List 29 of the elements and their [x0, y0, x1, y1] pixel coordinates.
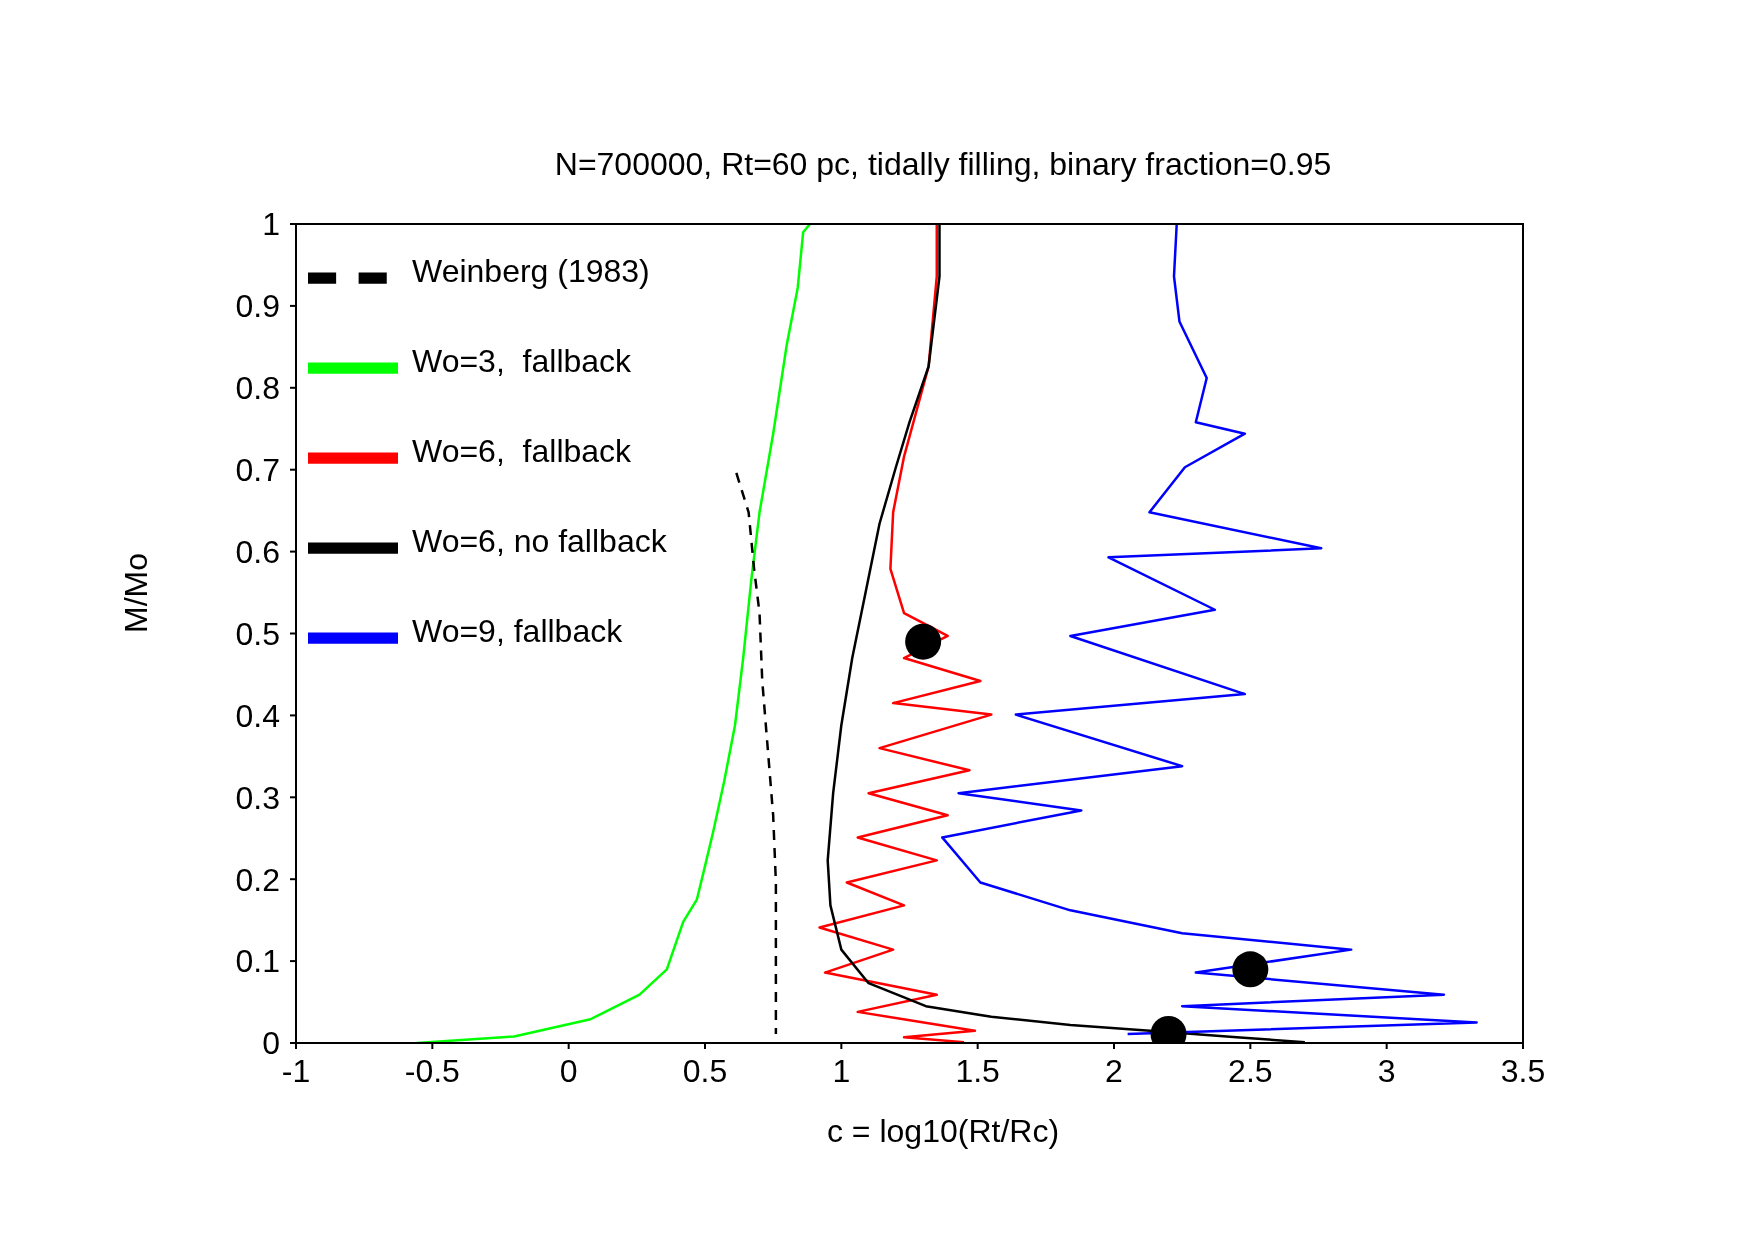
- legend-label: Weinberg (1983): [412, 253, 650, 290]
- x-tick-label: 2.5: [1228, 1052, 1273, 1089]
- y-axis-title: M/Mo: [118, 553, 155, 633]
- x-axis-title: c = log10(Rt/Rc): [825, 1113, 1061, 1150]
- legend-label: Wo=6, no fallback: [412, 523, 667, 560]
- y-tick-label: 0.8: [235, 370, 280, 407]
- y-tick-label: 1: [262, 206, 280, 243]
- y-tick-label: 0.5: [235, 615, 280, 652]
- y-tick-label: 0.3: [235, 779, 280, 816]
- y-tick-label: 0.1: [235, 943, 280, 980]
- y-tick-label: 0.4: [235, 697, 280, 734]
- x-tick-label: 0: [559, 1052, 578, 1089]
- legend-label: Wo=9, fallback: [412, 613, 623, 650]
- y-tick-label: 0.7: [235, 452, 280, 489]
- x-tick-label: 3.5: [1500, 1052, 1546, 1089]
- x-tick-label: -0.5: [404, 1052, 460, 1089]
- y-tick-label: 0.6: [235, 533, 280, 570]
- legend-label: Wo=6, fallback: [412, 433, 632, 470]
- x-tick-label: 0.5: [682, 1052, 728, 1089]
- y-tick-label: 0.9: [235, 288, 280, 325]
- x-tick-label: 1: [832, 1052, 851, 1089]
- x-tick-label: 2: [1105, 1052, 1123, 1089]
- y-tick-label: 0: [262, 1025, 280, 1062]
- x-tick-label: -1: [281, 1052, 311, 1089]
- x-tick-label: 3: [1377, 1052, 1396, 1089]
- y-tick-label: 0.2: [235, 861, 280, 898]
- legend-label: Wo=3, fallback: [412, 343, 632, 380]
- chart-title: N=700000, Rt=60 pc, tidally filling, binary fraction=0.95: [553, 146, 1333, 183]
- x-tick-label: 1.5: [955, 1052, 1000, 1089]
